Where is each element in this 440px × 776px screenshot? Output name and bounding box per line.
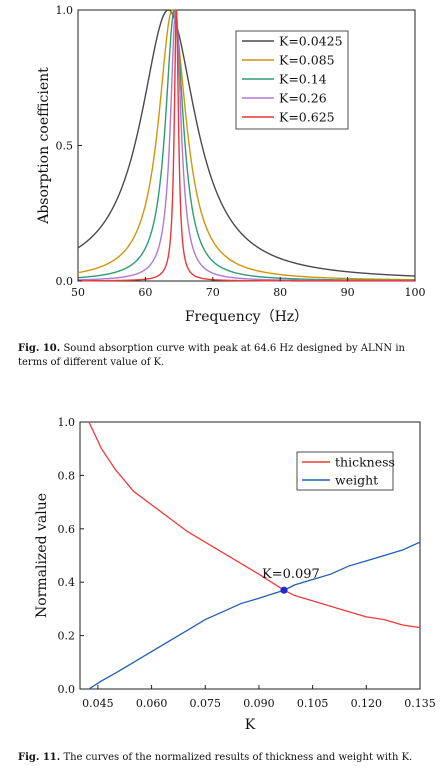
figure-11-label: Fig. 11. [18, 752, 61, 763]
figure-11-caption: Fig. 11. The curves of the normalized re… [18, 751, 430, 765]
figure-10-label: Fig. 10. [18, 343, 61, 354]
y-tick-label: 0.4 [58, 576, 76, 589]
y-tick-label: 1.0 [56, 4, 74, 17]
legend-label: weight [335, 473, 378, 488]
plot-frame [79, 421, 421, 690]
x-axis-label: K [245, 717, 256, 733]
y-tick-label: 1.0 [58, 416, 76, 429]
x-tick-label: 60 [138, 286, 152, 299]
x-tick-label: 0.045 [82, 697, 114, 710]
legend-label: thickness [335, 455, 395, 470]
series-line-weight [88, 541, 421, 690]
y-axis-label: Normalized value [34, 493, 50, 618]
figure-10-text: Sound absorption curve with peak at 64.6… [18, 343, 405, 368]
figure-11-text: The curves of the normalized results of … [60, 752, 413, 763]
absorption-chart: 50 60 70 80 90 100 0.0 0.5 1.0 Frequency（Hz） Absor… [36, 4, 426, 325]
x-tick-label: 0.120 [351, 697, 383, 710]
y-tick-label: 0.6 [58, 523, 76, 536]
legend-label: K=0.085 [279, 53, 335, 68]
y-tick-label: 0.0 [58, 683, 76, 696]
intersection-annotation: K=0.097 [262, 567, 320, 582]
y-tick-label: 0.2 [58, 630, 76, 643]
series-line-K-0.625 [78, 9, 415, 282]
x-tick-label: 80 [273, 286, 287, 299]
series-line-thickness [88, 421, 421, 629]
x-tick-label: 0.105 [297, 697, 329, 710]
series-line-K-0.0425 [77, 9, 416, 277]
x-tick-label: 0.135 [404, 697, 436, 710]
x-tick-label: 0.090 [243, 697, 275, 710]
x-tick-label: 70 [206, 286, 220, 299]
figure-10-caption: Fig. 10. Sound absorption curve with pea… [18, 342, 430, 370]
series-line-K-0.085 [77, 9, 415, 281]
y-tick-label: 0.8 [58, 469, 76, 482]
legend-label: K=0.26 [279, 91, 327, 106]
x-tick-label: 90 [341, 286, 355, 299]
x-tick-label: 50 [71, 286, 85, 299]
x-tick-label: 0.075 [190, 697, 222, 710]
legend-label: K=0.0425 [279, 34, 343, 49]
legend-label: K=0.14 [279, 72, 327, 87]
normalized-chart: K=0.097 0.045 0.060 0.075 0.090 0.105 0.120 0.1… [34, 416, 436, 733]
x-tick-label: 100 [405, 286, 426, 299]
legend-box [235, 30, 349, 130]
legend-label: K=0.625 [279, 110, 335, 125]
x-axis-label: Frequency（Hz） [185, 309, 308, 325]
y-tick-label: 0.5 [56, 140, 74, 153]
x-tick-label: 0.060 [136, 697, 168, 710]
y-tick-label: 0.0 [56, 275, 74, 288]
y-axis-label: Absorption coefficient [36, 67, 52, 225]
legend-box [296, 451, 394, 491]
intersection-marker [280, 586, 288, 594]
